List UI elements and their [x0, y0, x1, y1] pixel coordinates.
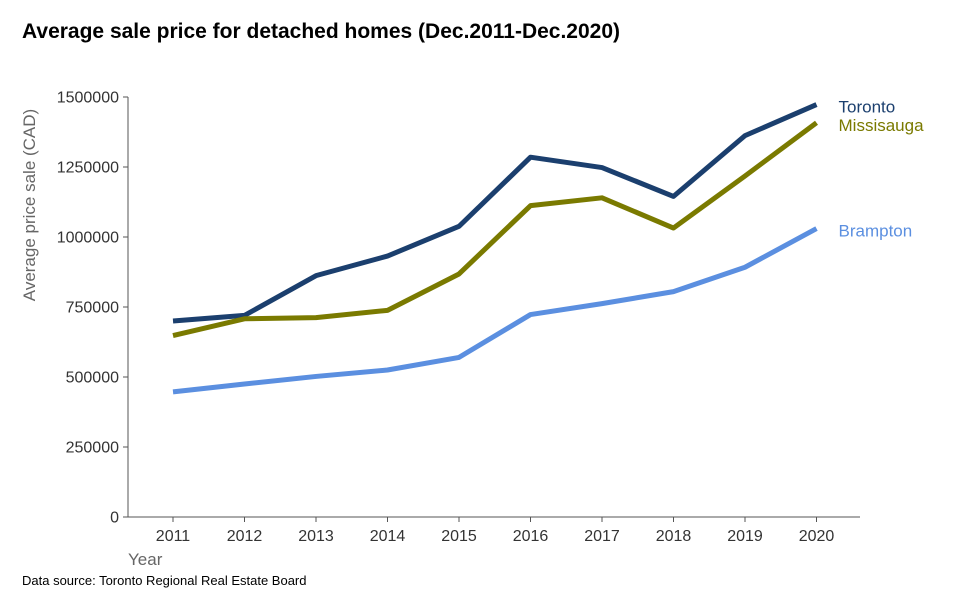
series-lines: [172, 102, 818, 395]
x-tick-label: 2012: [227, 528, 263, 545]
y-tick-label: 500000: [66, 370, 119, 387]
x-tick-label: 2013: [298, 528, 334, 545]
y-axis-title: Average price sale (CAD): [20, 109, 39, 301]
x-tick-label: 2014: [370, 528, 406, 545]
y-ticks: 0 250000 500000 750000 1000000 1250000 1500000: [57, 90, 128, 527]
series-line-brampton: [172, 226, 818, 395]
x-tick-label: 2018: [656, 528, 692, 545]
x-tick-label: 2017: [584, 528, 620, 545]
data-source-note: Data source: Toronto Regional Real Estat…: [22, 573, 306, 588]
x-tick-label: 2011: [156, 528, 191, 545]
y-tick-label: 1000000: [57, 230, 119, 247]
x-tick-label: 2015: [441, 528, 477, 545]
x-tick-label: 2019: [727, 528, 763, 545]
x-tick-label: 2020: [799, 528, 835, 545]
x-ticks: 2011 2012 2013 2014 2015 2016 2017 2018 2019 2020: [156, 517, 835, 545]
axes: [127, 97, 860, 518]
y-tick-label: 1500000: [57, 90, 119, 107]
series-label-toronto: Toronto: [839, 98, 896, 117]
x-axis-title: Year: [128, 550, 163, 569]
x-tick-label: 2016: [513, 528, 549, 545]
series-line-missisauga: [172, 120, 818, 338]
series-label-brampton: Brampton: [839, 222, 913, 241]
chart-title: Average sale price for detached homes (D…: [22, 20, 621, 43]
y-tick-label: 0: [110, 510, 119, 527]
y-tick-label: 250000: [66, 440, 119, 457]
y-tick-label: 750000: [66, 300, 119, 317]
y-tick-label: 1250000: [57, 160, 119, 177]
series-line-toronto: [172, 102, 818, 324]
series-label-missisauga: Missisauga: [839, 116, 925, 135]
